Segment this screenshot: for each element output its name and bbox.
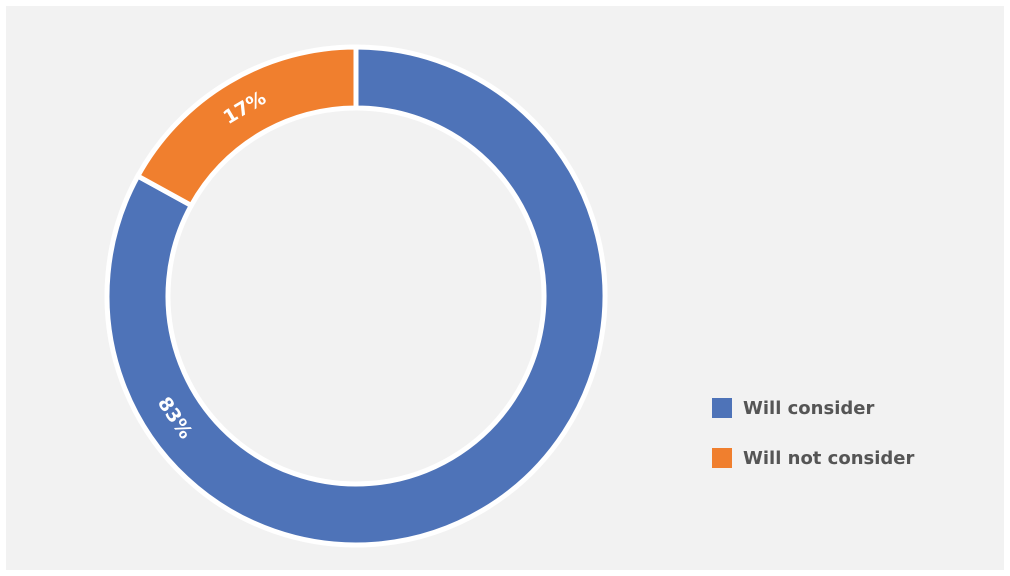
slice-will-not-consider xyxy=(134,44,359,209)
donut-chart: 83%17% xyxy=(104,44,608,548)
legend-label-will-not-consider: Will not consider xyxy=(743,447,915,469)
legend-swatch-will-not-consider xyxy=(712,448,732,468)
legend-item-will-consider: Will consider xyxy=(712,395,914,421)
legend-item-will-not-consider: Will not consider xyxy=(712,445,914,471)
chart-panel: 83% 17% Will consider Will not consider xyxy=(6,6,1004,570)
slice-will-consider xyxy=(104,44,608,548)
legend-label-will-consider: Will consider xyxy=(743,397,875,419)
legend-swatch-will-consider xyxy=(712,398,732,418)
legend: Will consider Will not consider xyxy=(712,395,914,495)
